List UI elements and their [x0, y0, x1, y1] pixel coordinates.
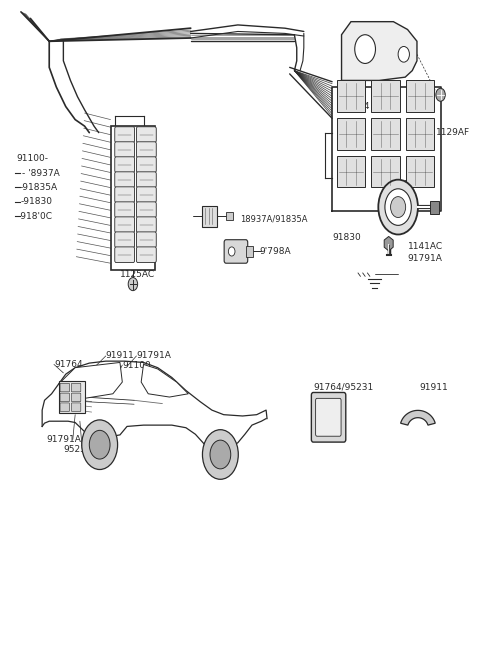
Text: 1125AC: 1125AC [120, 271, 155, 279]
FancyBboxPatch shape [136, 172, 156, 187]
Circle shape [391, 196, 406, 217]
FancyBboxPatch shape [136, 217, 156, 233]
FancyBboxPatch shape [371, 156, 399, 187]
FancyBboxPatch shape [60, 403, 70, 411]
Text: 1129AF: 1129AF [436, 128, 470, 137]
Text: 91911: 91911 [106, 351, 134, 361]
FancyBboxPatch shape [115, 202, 134, 217]
FancyBboxPatch shape [406, 156, 434, 187]
Text: 91791A: 91791A [47, 435, 82, 444]
FancyBboxPatch shape [115, 247, 134, 263]
Circle shape [210, 440, 231, 469]
FancyBboxPatch shape [406, 80, 434, 112]
Text: 91791A: 91791A [408, 254, 443, 263]
Polygon shape [384, 237, 393, 251]
Polygon shape [141, 365, 188, 397]
FancyBboxPatch shape [115, 172, 134, 187]
FancyBboxPatch shape [136, 157, 156, 173]
FancyBboxPatch shape [136, 247, 156, 263]
Circle shape [398, 47, 409, 62]
FancyBboxPatch shape [371, 80, 399, 112]
FancyBboxPatch shape [115, 157, 134, 173]
FancyBboxPatch shape [60, 383, 70, 392]
Circle shape [203, 430, 238, 480]
Text: 91764: 91764 [54, 360, 83, 369]
Text: 91830: 91830 [332, 233, 361, 242]
FancyBboxPatch shape [115, 232, 134, 248]
Text: 91911: 91911 [420, 383, 448, 392]
Text: 91716: 91716 [398, 181, 427, 189]
FancyBboxPatch shape [72, 403, 81, 411]
FancyBboxPatch shape [246, 246, 253, 257]
Polygon shape [401, 411, 435, 425]
Text: -91835A: -91835A [20, 183, 58, 192]
Circle shape [82, 420, 118, 470]
FancyBboxPatch shape [115, 187, 134, 202]
Circle shape [436, 88, 445, 101]
FancyBboxPatch shape [110, 126, 156, 270]
FancyBboxPatch shape [136, 232, 156, 248]
FancyBboxPatch shape [371, 118, 399, 150]
FancyBboxPatch shape [312, 392, 346, 442]
FancyBboxPatch shape [224, 240, 248, 263]
FancyBboxPatch shape [115, 142, 134, 158]
FancyBboxPatch shape [136, 187, 156, 202]
FancyBboxPatch shape [59, 380, 84, 413]
Text: -918'0C: -918'0C [17, 212, 52, 221]
Text: - '8937A: - '8937A [22, 169, 60, 177]
Text: 91124: 91124 [342, 102, 370, 111]
FancyBboxPatch shape [60, 393, 70, 401]
Circle shape [355, 35, 375, 64]
Polygon shape [342, 22, 417, 80]
FancyBboxPatch shape [72, 393, 81, 401]
Text: 91100: 91100 [122, 361, 151, 369]
FancyBboxPatch shape [226, 212, 233, 220]
Text: -91830: -91830 [21, 197, 53, 206]
FancyBboxPatch shape [136, 142, 156, 158]
FancyBboxPatch shape [337, 80, 365, 112]
FancyBboxPatch shape [115, 127, 134, 143]
FancyBboxPatch shape [203, 206, 216, 227]
Circle shape [378, 179, 418, 235]
Circle shape [89, 430, 110, 459]
Text: 91100-: 91100- [16, 154, 48, 163]
FancyBboxPatch shape [406, 118, 434, 150]
FancyBboxPatch shape [115, 217, 134, 233]
Text: 18937A/91835A: 18937A/91835A [240, 214, 308, 223]
FancyBboxPatch shape [430, 200, 439, 214]
Text: 1141AC: 1141AC [408, 242, 443, 252]
FancyBboxPatch shape [72, 383, 81, 392]
Circle shape [128, 277, 138, 290]
FancyBboxPatch shape [316, 398, 341, 436]
FancyBboxPatch shape [337, 118, 365, 150]
Ellipse shape [228, 247, 235, 256]
Text: 9'798A: 9'798A [259, 247, 291, 256]
Text: 91764/95231: 91764/95231 [313, 383, 373, 392]
Circle shape [385, 189, 411, 225]
FancyBboxPatch shape [136, 127, 156, 143]
Text: 95231: 95231 [63, 445, 92, 454]
FancyBboxPatch shape [337, 156, 365, 187]
Text: 91791A: 91791A [136, 351, 171, 361]
Polygon shape [59, 363, 122, 398]
FancyBboxPatch shape [136, 202, 156, 217]
